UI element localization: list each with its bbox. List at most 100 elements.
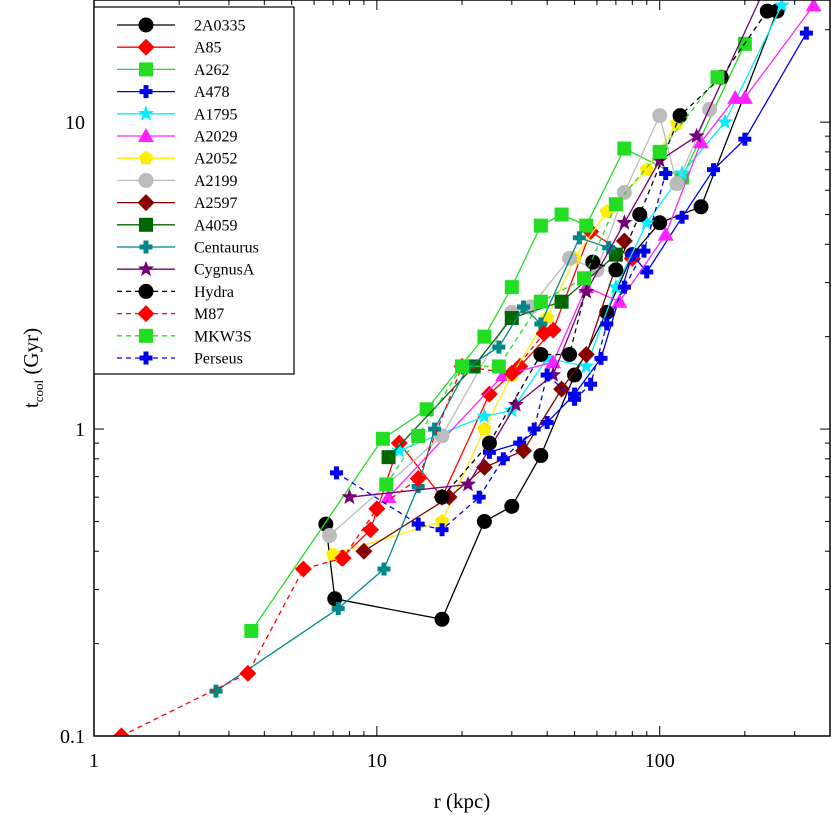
legend-label: 2A0335 [194,18,246,35]
data-point-centaurus [209,684,223,698]
data-point-m87 [368,500,386,518]
data-point-mkw3s [533,294,548,309]
series-line-a2199 [329,109,711,536]
data-point-mkw3s [455,359,469,374]
data-point-cygnusa [507,396,524,412]
data-point-cygnusa [459,476,477,492]
data-point-mkw3s [411,428,426,443]
data-point-perseus [584,377,598,391]
data-point-a478 [707,163,721,177]
data-point-2a0335 [693,199,709,215]
data-point-perseus [637,244,651,258]
data-point-a2597 [355,542,373,560]
data-point-perseus [540,368,554,382]
data-point-a262 [554,207,569,222]
data-point-perseus [527,422,541,436]
legend-label: A2597 [194,195,238,212]
data-point-2a0335 [533,448,549,464]
x-tick-label: 100 [645,750,675,772]
legend-entry-a262: A262 [117,62,230,79]
y-tick-label: 10 [65,112,85,134]
data-point-perseus [568,392,582,406]
data-point-a2029 [805,0,822,12]
data-point-perseus [600,317,614,331]
legend-marker [138,17,154,33]
data-point-centaurus [517,300,531,314]
data-point-perseus [472,490,486,504]
data-point-a1795 [391,442,408,458]
data-point-a478 [482,445,496,459]
legend-entry-a2597: A2597 [117,194,238,212]
legend-entry-a478: A478 [117,84,230,101]
series-a2029 [380,0,822,504]
data-point-mkw3s [491,359,506,374]
data-point-2a0335 [652,215,668,231]
data-point-perseus [329,466,343,480]
data-point-a2199 [669,176,685,192]
legend-entry-hydra: Hydra [117,283,234,301]
data-point-a1795 [607,278,624,294]
data-point-centaurus [428,422,442,436]
legend-label: A4059 [194,217,238,234]
legend-marker [138,150,154,165]
legend-entry-perseus: Perseus [117,351,243,368]
legend-label: A2052 [194,151,238,168]
legend-entry-2a0335: 2A0335 [117,17,246,35]
data-point-a262 [477,329,492,344]
data-point-a2199 [434,428,450,444]
series-mkw3s [379,70,725,492]
data-point-cygnusa [651,152,668,168]
data-point-hydra [672,108,688,124]
legend-marker [139,85,153,99]
data-point-centaurus [331,602,345,616]
data-point-mkw3s [608,197,623,212]
data-point-a262 [617,141,632,156]
data-point-a2597 [577,345,595,363]
data-point-a2199 [616,184,632,200]
data-point-mkw3s [652,144,667,159]
legend-marker [139,351,153,365]
y-axis-title-main: t [19,402,43,408]
legend-label: Centaurus [194,240,259,257]
data-point-m87 [239,664,257,682]
data-point-centaurus [492,340,506,354]
data-point-mkw3s [379,477,394,492]
data-point-a478 [799,26,813,40]
data-point-m87 [334,549,352,567]
data-point-a2597 [615,232,633,250]
data-point-2a0335 [504,498,520,514]
data-point-mkw3s [710,70,725,85]
legend-label: Perseus [194,351,243,368]
legend-marker [139,62,153,77]
data-point-m87 [112,727,130,736]
data-point-centaurus [534,317,548,331]
data-point-perseus [435,523,449,537]
series-line-hydra [441,10,768,498]
data-point-a478 [738,132,752,146]
data-point-a2029 [380,489,397,504]
legend-entry-a2199: A2199 [117,172,238,190]
data-point-a1795 [638,214,655,230]
data-point-m87 [294,560,312,578]
data-point-a4059 [554,294,569,309]
series-2a0335 [318,3,785,627]
data-point-a262 [504,280,519,295]
data-point-a2052 [477,421,492,436]
legend-marker [137,105,155,121]
data-point-a2052 [540,310,555,325]
legend-marker [139,328,153,343]
series-cygnusa [341,0,767,504]
legend-marker [138,283,154,299]
data-point-a478 [675,210,689,224]
legend-marker [139,240,153,254]
series-line-a478 [489,32,807,453]
legend-marker [137,194,155,212]
series-layer [112,0,822,736]
data-point-a85 [362,521,380,539]
x-tick-label: 10 [367,750,387,772]
y-axis-title: tcool (Gyr) [19,328,46,408]
data-point-m87 [409,470,427,488]
data-point-a2029 [657,226,674,241]
series-line-cygnusa [349,0,761,498]
